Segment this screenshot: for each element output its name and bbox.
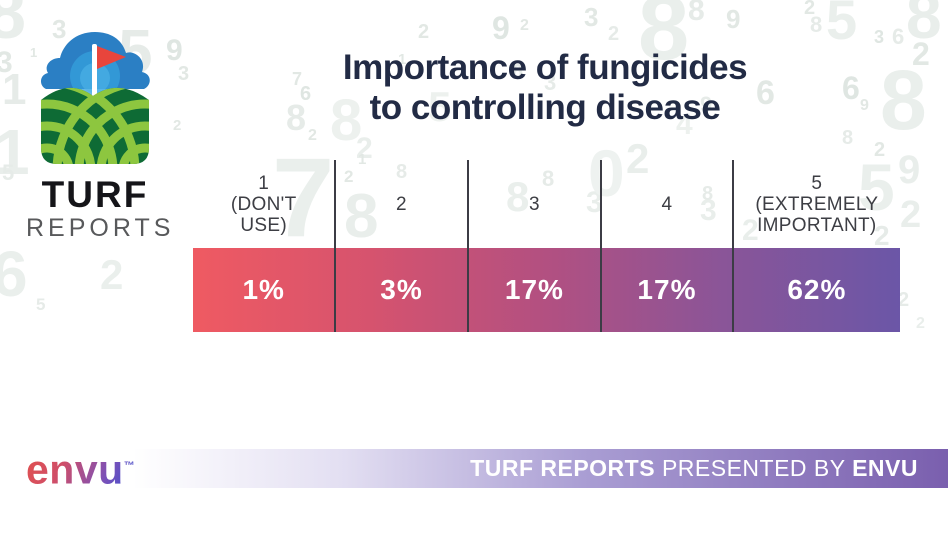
background-digit: 8 xyxy=(906,0,942,52)
segment-label: 2 xyxy=(396,193,407,215)
background-digit: 9 xyxy=(726,4,741,34)
background-digit: 6 xyxy=(0,238,28,310)
background-digit: 2 xyxy=(608,23,620,45)
background-digit: 3 xyxy=(178,63,190,85)
segment-column-1: 1 (DON'T USE) 1% xyxy=(193,160,334,332)
background-digit: 2 xyxy=(900,194,922,236)
background-digit: 9 xyxy=(860,97,869,114)
background-digit: 9 xyxy=(898,148,921,192)
footer-banner: TURF REPORTS PRESENTED BY ENVU xyxy=(0,449,948,488)
segment-label: 3 xyxy=(528,193,540,215)
turf-logo-icon xyxy=(40,32,150,164)
background-digit: 8 xyxy=(880,53,927,147)
segment-value: 1% xyxy=(242,274,285,305)
footer-banner-turf-reports: TURF REPORTS xyxy=(470,455,656,481)
segment-column-2: 2 3% xyxy=(334,160,466,332)
background-digit: 5 xyxy=(36,295,46,314)
segment-column-5: 5 (EXTREMELY IMPORTANT) 62% xyxy=(731,160,900,332)
trademark-symbol: ™ xyxy=(123,460,136,472)
background-digit: 2 xyxy=(804,0,816,19)
bar-chart: 1 (DON'T USE) 1% 2 3% 3 17% 4 17% 5 (EXTREMELY IMPOR… xyxy=(193,160,900,332)
segment-value: 17% xyxy=(637,274,697,305)
background-digit: 6 xyxy=(892,24,905,49)
background-digit: 2 xyxy=(912,36,930,72)
background-digit: 8 xyxy=(0,0,27,54)
bar-segments: 1 (DON'T USE) 1% 2 3% 3 17% 4 17% 5 (EXTREMELY IMPOR… xyxy=(193,160,900,332)
background-digit: 8 xyxy=(688,0,705,27)
logo-title: TURF xyxy=(41,174,149,215)
background-digit: 9 xyxy=(492,10,510,46)
segment-value: 17% xyxy=(504,274,564,305)
turf-reports-logo: TURF REPORTS xyxy=(26,28,175,243)
background-digit: 9 xyxy=(166,34,183,67)
segment-label: 4 xyxy=(661,193,673,215)
logo-subtitle: REPORTS xyxy=(26,214,175,242)
background-digit: 2 xyxy=(874,139,886,161)
segment-column-3: 3 17% xyxy=(466,160,601,332)
envu-wordmark: envu xyxy=(26,446,124,493)
background-digit: 1 xyxy=(2,65,27,114)
footer-banner-envu: ENVU xyxy=(852,455,918,481)
segment-column-4: 4 17% xyxy=(600,160,732,332)
background-digit: 2 xyxy=(308,127,317,144)
background-digit: 8 xyxy=(842,127,854,149)
footer-banner-presented-by: PRESENTED BY xyxy=(655,455,853,481)
background-digit: 3 xyxy=(584,2,599,32)
background-digit: 2 xyxy=(418,21,430,43)
background-digit: 6 xyxy=(842,70,860,106)
background-digit: 2 xyxy=(916,315,925,332)
background-digit: 5 xyxy=(2,160,15,185)
background-digit: 3 xyxy=(874,27,885,47)
segment-value: 3% xyxy=(380,274,423,305)
background-digit: 5 xyxy=(826,0,858,51)
background-digit: 3 xyxy=(0,46,13,79)
background-digit: 2 xyxy=(100,251,124,298)
chart-title-line1: Importance of fungicides xyxy=(342,48,748,87)
segment-value: 62% xyxy=(787,274,847,305)
background-digit: 2 xyxy=(520,17,529,34)
background-digit: 8 xyxy=(810,12,823,37)
background-digit: 2 xyxy=(173,117,182,134)
segment-label: 1 (DON'T USE) xyxy=(230,172,297,236)
envu-logo: envu™ xyxy=(26,444,135,492)
chart-title-line2: to controlling disease xyxy=(369,88,721,127)
gradient-bar xyxy=(193,248,900,332)
chart-title: Importance of fungicides to controlling … xyxy=(255,48,835,128)
segment-label: 5 (EXTREMELY IMPORTANT) xyxy=(755,172,879,236)
